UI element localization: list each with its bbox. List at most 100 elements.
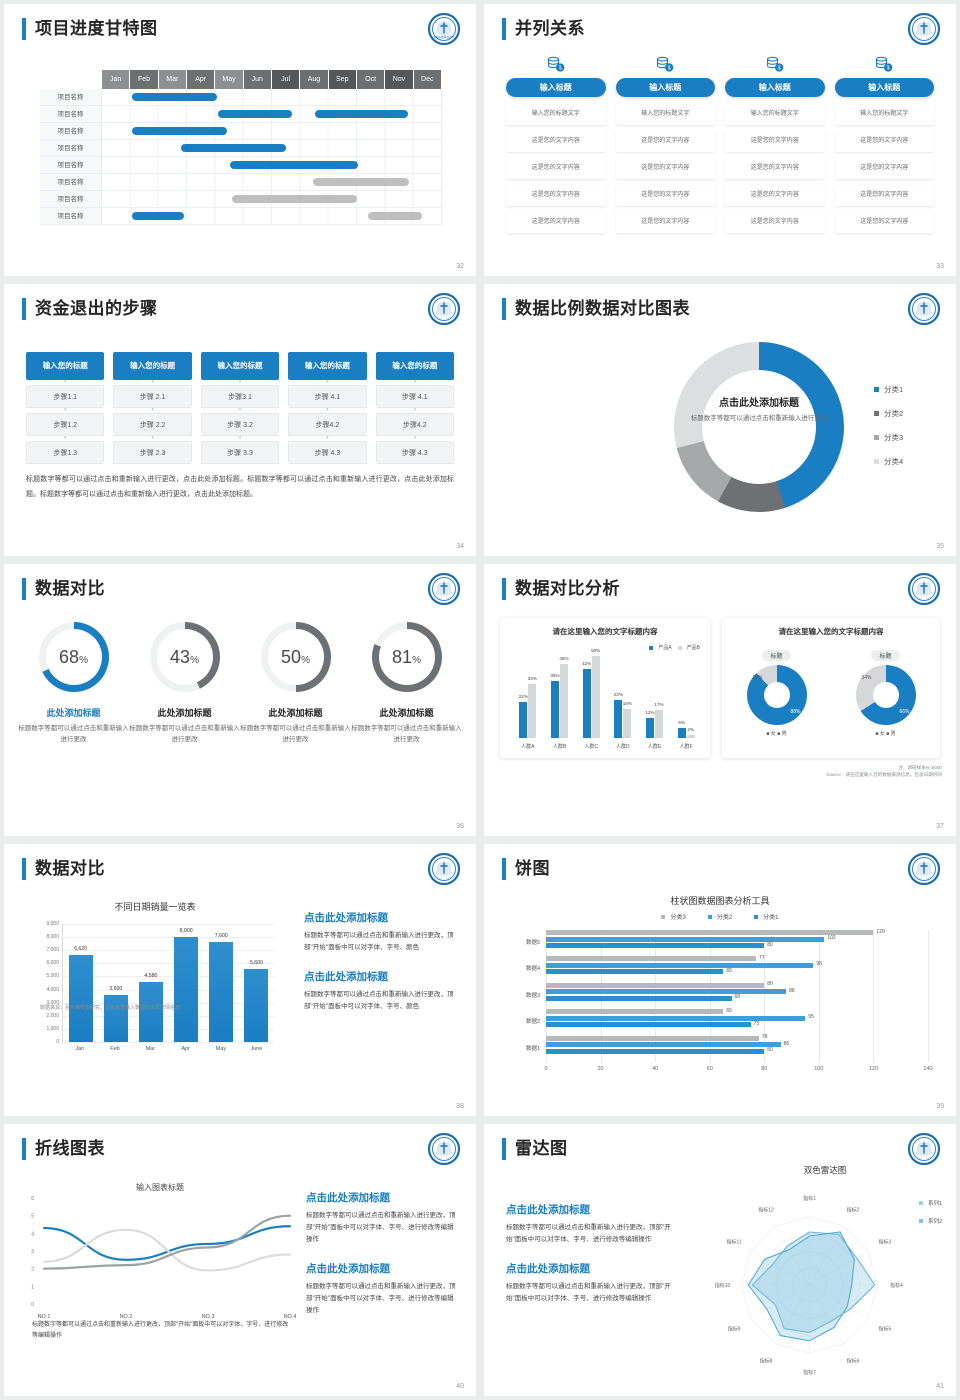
page-title: 饼图	[515, 859, 550, 878]
legend-label: 产品A	[658, 645, 672, 651]
donut-pair-title: 请在这里输入您的文字标题内容	[778, 627, 884, 636]
slide-33-parallel[interactable]: 并列关系 $ 输入标题 输入您的标题文字 这是您的文字内容 这是您的文字内容 这是您的文字…	[484, 4, 956, 276]
step-cell[interactable]: 步骤 2.1	[113, 385, 192, 408]
page-title: 并列关系	[515, 19, 585, 38]
parallel-cell[interactable]: 这是您的文字内容	[834, 131, 934, 152]
slide-41-radar-chart[interactable]: 雷达图 双色雷达图 点击此处添加标题 标题数字等都可以通过点击和重新输入进行更改，…	[484, 1124, 956, 1396]
parallel-column-header[interactable]: 输入标题	[506, 78, 606, 97]
parallel-cell[interactable]: 这是您的文字内容	[834, 212, 934, 233]
parallel-cell[interactable]: 输入您的标题文字	[834, 104, 934, 125]
parallel-cell[interactable]: 这是您的文字内容	[506, 185, 606, 206]
y-tick-label: 1,000	[46, 1025, 59, 1032]
parallel-cell[interactable]: 这是您的文字内容	[506, 131, 606, 152]
ring-unit: %	[412, 655, 421, 666]
gridline	[63, 937, 274, 939]
parallel-cell[interactable]: 这是您的文字内容	[725, 131, 825, 152]
page-number: 41	[936, 1383, 944, 1390]
hbar-value-label: 86	[783, 1040, 790, 1047]
bar: 22%	[519, 694, 528, 738]
step-cell[interactable]: 步骤 2.3	[113, 441, 192, 464]
ring-title: 此处添加标题	[268, 708, 323, 718]
column-value-label: 5,600	[249, 959, 263, 966]
bar-value-label: 17%	[654, 702, 664, 708]
parallel-cell[interactable]: 这是您的文字内容	[506, 158, 606, 179]
donut-slice-label: 12%	[752, 675, 763, 681]
step-cell[interactable]: 步骤3.1	[200, 385, 280, 408]
slide-39-hbar-chart[interactable]: 饼图 柱状图数据图表分析工具 分类3 分类2 分类1 数据5 120 102 80 数据4 7…	[484, 844, 956, 1116]
svg-text:指标2: 指标2	[847, 1207, 860, 1214]
chart-title: 不同日期销量一览表	[114, 902, 196, 912]
step-cell[interactable]: 步骤 4.3	[375, 441, 455, 464]
parallel-cell[interactable]: 输入您的标题文字	[506, 104, 606, 125]
chart-note: 标题数字等都可以通过点击和重新输入进行更改，顶部"开始"面板中可以对字体、字号、…	[32, 1322, 289, 1339]
step-column-header[interactable]: 输入您的标题	[200, 352, 280, 380]
parallel-cell[interactable]: 这是您的文字内容	[834, 185, 934, 206]
slide-37-analysis[interactable]: 数据对比分析 请在这里输入您的文字标题内容 产品A 产品B 22% 33% 35% 45…	[484, 564, 956, 836]
gridline	[63, 1015, 274, 1017]
parallel-column-header[interactable]: 输入标题	[725, 78, 825, 97]
slide-36-rings[interactable]: 数据对比 68% 此处添加标题 标题数字等都可以通过点击和重新输入进行更改 43% 此处…	[4, 564, 476, 836]
step-column-header[interactable]: 输入您的标题	[26, 352, 105, 380]
parallel-cell[interactable]: 输入您的标题文字	[615, 104, 715, 125]
parallel-cell[interactable]: 输入您的标题文字	[725, 104, 825, 125]
ring-gauge: 81% 此处添加标题 标题数字等都可以通过点击和重新输入进行更改	[351, 622, 462, 745]
slide-40-line-chart[interactable]: 折线图表 输入图表标题 6 5 4 3 2 1 0 NO.1 NO.2 NO.3 NO.4 标题数字…	[4, 1124, 476, 1396]
legend-label: 系列1	[927, 1201, 942, 1207]
parallel-column-header[interactable]: 输入标题	[615, 78, 715, 97]
parallel-cell[interactable]: 这是您的文字内容	[834, 158, 934, 179]
slide-38-column-chart[interactable]: 数据对比 不同日期销量一览表 9,000 8,000 7,000 6,000 5,000…	[4, 844, 476, 1116]
parallel-column-header[interactable]: 输入标题	[834, 78, 934, 97]
gridline	[63, 924, 274, 925]
slide-title-row: 数据对比	[22, 858, 105, 880]
column-bar: 7,600	[209, 933, 234, 1042]
slide-34-steps[interactable]: 资金退出的步骤 输入您的标题 ▾ 步骤1.1 ▾ 步骤1.2 ▾ 步骤1.3 输入您的标题 ▾ 步…	[4, 284, 476, 556]
bar-chart-legend: 产品A 产品B	[649, 644, 700, 651]
step-cell[interactable]: 步骤1.3	[26, 441, 105, 464]
hbar-row: 数据5 120 102 80	[526, 929, 928, 956]
step-cell[interactable]: 步骤 4.3	[288, 441, 367, 464]
ring-unit: %	[301, 655, 310, 666]
legend-label: 分类4	[884, 457, 904, 466]
parallel-cell[interactable]: 这是您的文字内容	[615, 131, 715, 152]
parallel-cell[interactable]: 这是您的文字内容	[615, 212, 715, 233]
chart-footnote: 注：调研样本N=5000 Source：请在这里输入您的数据来源信息，包含日期时间	[826, 764, 942, 778]
step-cell[interactable]: 步骤 3.2	[200, 413, 280, 436]
legend-label: 分类3	[884, 433, 904, 442]
step-cell[interactable]: 步骤 2.2	[113, 413, 192, 436]
gantt-row-label: 项目名称	[40, 174, 102, 190]
legend-item: 分类3	[661, 912, 686, 921]
slide-32-gantt[interactable]: 项目进度甘特图 UNIVERSITY Jan Feb Mar Apr May Jun Jul…	[4, 4, 476, 276]
step-cell[interactable]: 步骤1.1	[26, 385, 105, 408]
parallel-cell[interactable]: 这是您的文字内容	[615, 158, 715, 179]
legend-item: 产品B	[677, 644, 700, 651]
parallel-cell[interactable]: 这是您的文字内容	[615, 185, 715, 206]
gantt-row-label: 项目名称	[40, 191, 102, 207]
svg-text:$: $	[887, 66, 890, 72]
column-bar: 5,600	[244, 960, 269, 1042]
step-cell[interactable]: 步骤4.2	[375, 413, 455, 436]
step-column-header[interactable]: 输入您的标题	[375, 352, 455, 380]
page-title: 雷达图	[515, 1139, 568, 1158]
y-tick-label: 5,000	[46, 973, 59, 980]
parallel-cell[interactable]: 这是您的文字内容	[725, 158, 825, 179]
legend-swatch	[874, 435, 879, 440]
hbar-row: 数据4 77 98 65	[526, 955, 928, 982]
step-cell[interactable]: 步骤 3.3	[200, 441, 280, 464]
page-number: 36	[456, 823, 464, 830]
step-column-header[interactable]: 输入您的标题	[288, 352, 367, 380]
step-cell[interactable]: 步骤4.2	[288, 413, 367, 436]
step-cell[interactable]: 步骤 4.1	[375, 385, 455, 408]
parallel-cell[interactable]: 这是您的文字内容	[506, 212, 606, 233]
parallel-cell[interactable]: 这是您的文字内容	[725, 185, 825, 206]
step-column-header[interactable]: 输入您的标题	[113, 352, 192, 380]
slide-35-donut[interactable]: 数据比例数据对比图表 点击此处添加标题 标题数字等都可以通过点击和重新输入进行更…	[484, 284, 956, 556]
step-cell[interactable]: 步骤 4.1	[288, 385, 367, 408]
svg-text:$: $	[668, 66, 671, 72]
legend-swatch	[754, 914, 759, 919]
svg-text:3: 3	[31, 1249, 34, 1255]
gantt-bar	[313, 178, 410, 186]
column-bar: 3,600	[103, 986, 128, 1042]
bar-value-label: 35%	[550, 672, 560, 678]
parallel-cell[interactable]: 这是您的文字内容	[725, 212, 825, 233]
step-cell[interactable]: 步骤1.2	[26, 413, 105, 436]
